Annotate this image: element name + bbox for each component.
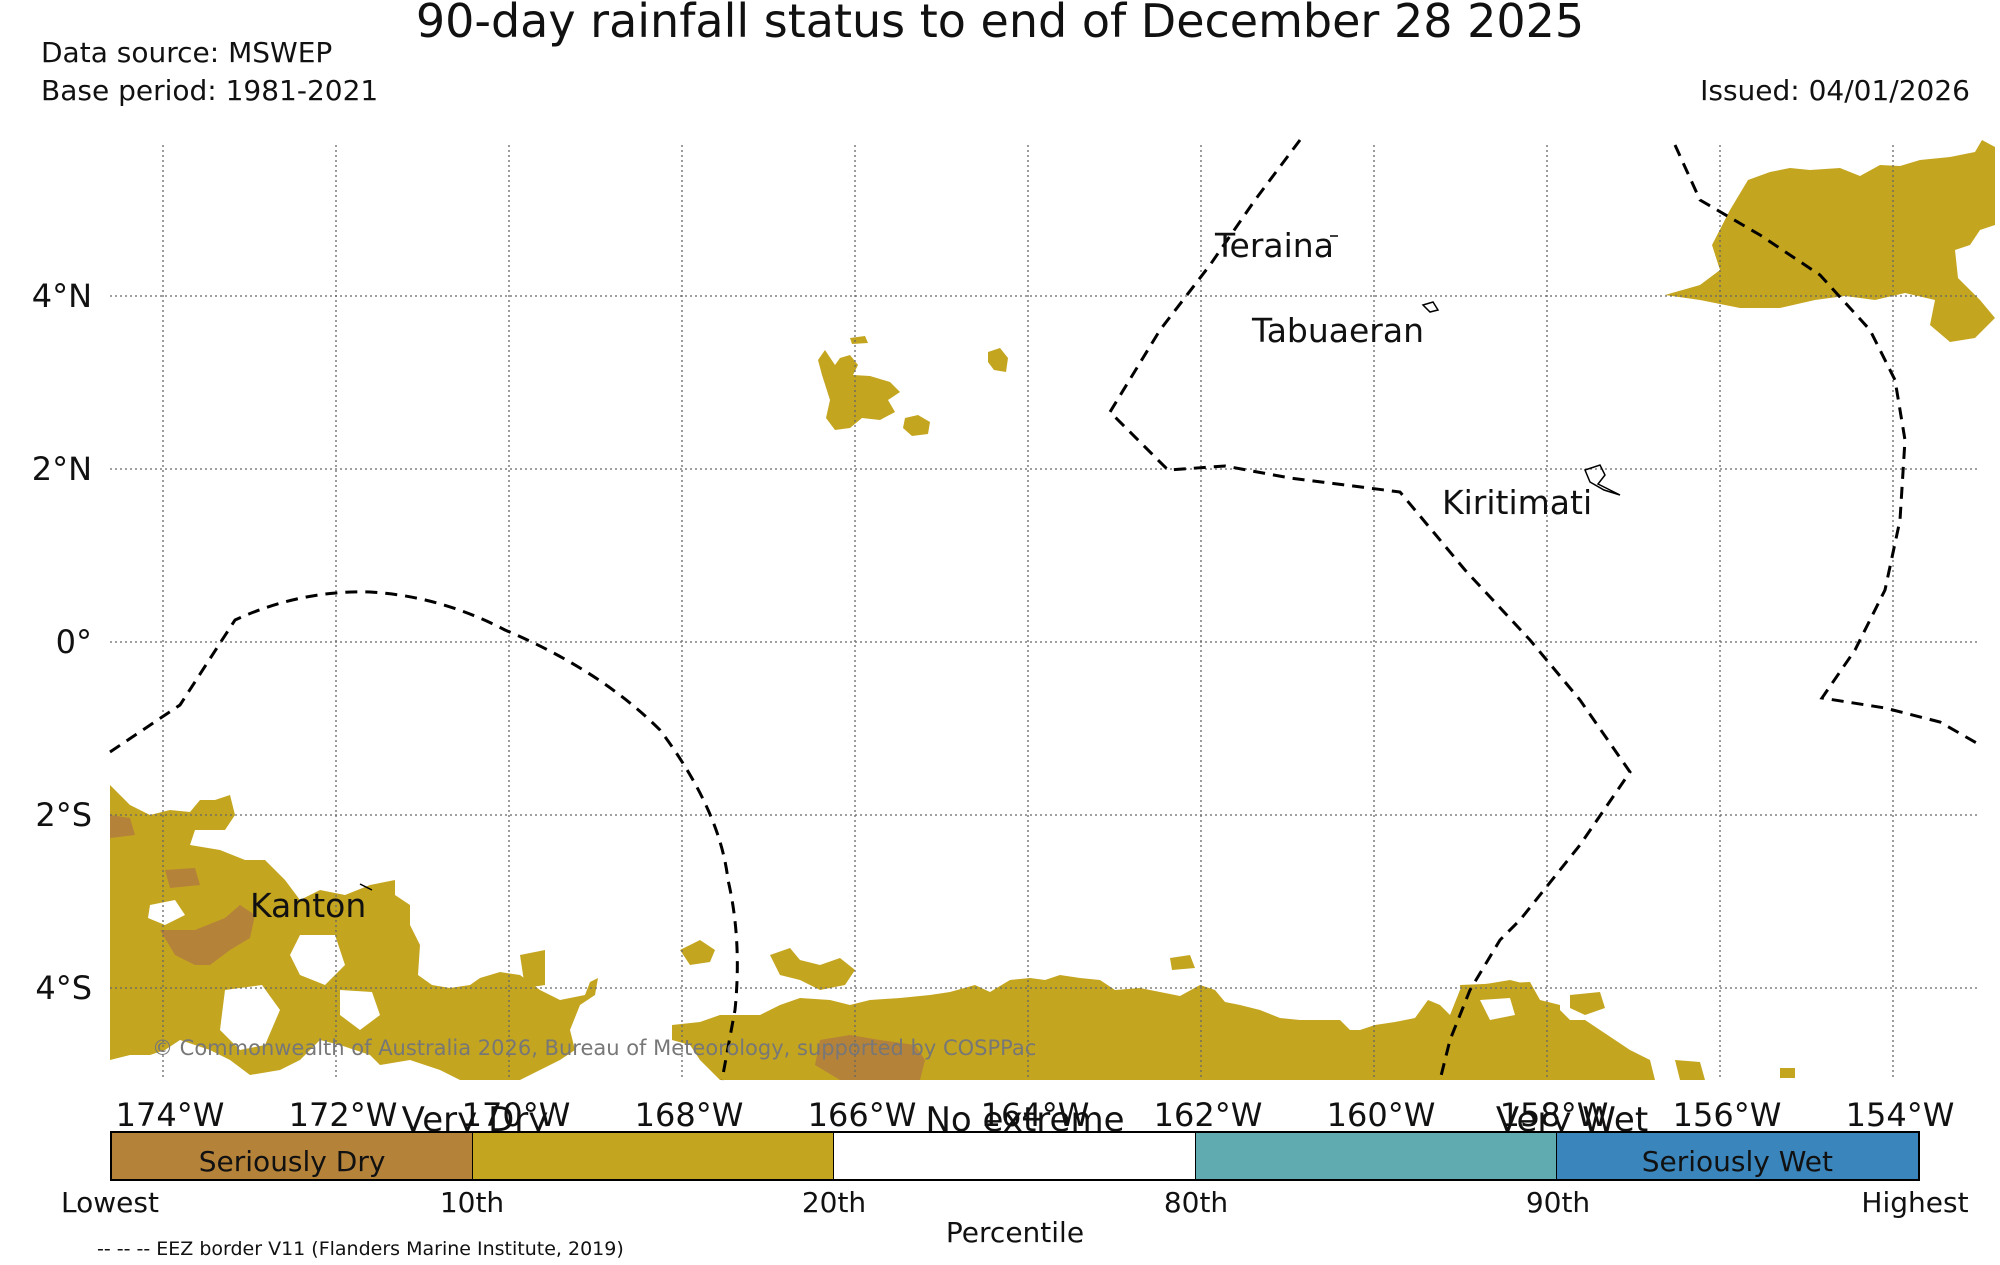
kanton-island-icon [359,883,373,891]
lon-label-1: 172°W [289,1096,398,1134]
map-title: 90-day rainfall status to end of Decembe… [415,0,1585,48]
legend-tick-90th: 90th [1525,1186,1591,1219]
lat-label-2: 0° [56,623,92,661]
latitude-labels: 4°N 2°N 0° 2°S 4°S [32,277,92,1007]
lon-label-7: 160°W [1327,1096,1436,1134]
data-source: Data source: MSWEP [41,36,333,69]
very-dry-area-south-4 [1675,1060,1705,1080]
issued-date: Issued: 04/01/2026 [1700,74,1970,107]
legend-seriously-dry-label: Seriously Dry [198,1145,386,1178]
legend-seriously-dry: Seriously Dry [112,1133,474,1179]
lon-label-0: 174°W [116,1096,225,1134]
no-extreme-hole-2 [220,985,280,1050]
eez-borders [109,139,1981,1081]
legend-no-extreme [834,1133,1196,1179]
no-extreme-hole-5 [1480,998,1515,1020]
seriously-dry-area-2 [165,868,200,888]
very-dry-area-central-4 [850,336,868,344]
lon-label-2: 170°W [462,1096,571,1134]
lon-label-10: 154°W [1846,1096,1955,1134]
very-dry-area-central [818,350,900,430]
legend-axis-label: Percentile [945,1216,1085,1249]
graticule [110,145,1980,1080]
place-label-teraina: Teraina [1214,226,1334,265]
legend-very-wet [1195,1133,1557,1179]
very-dry-area-south-3 [1570,992,1605,1015]
place-label-tabuaeran: Tabuaeran [1251,311,1424,350]
legend-tick-20th: 20th [801,1186,867,1219]
lat-label-0: 4°N [32,277,92,315]
very-dry-area-central-2 [903,415,930,436]
lon-label-3: 168°W [635,1096,744,1134]
legend-tick-10th: 10th [439,1186,505,1219]
lon-label-8: 158°W [1500,1096,1609,1134]
legend-seriously-wet: Seriously Wet [1556,1133,1918,1179]
tabuaeran-island-icon [1421,301,1440,313]
very-dry-area-south-7 [1170,955,1195,970]
place-label-kiritimati: Kiritimati [1442,483,1592,522]
very-dry-area-central-3 [988,348,1008,372]
dry-regions [110,140,1995,1080]
eez-note: -- -- -- EEZ border V11 (Flanders Marine… [97,1238,624,1260]
legend-tick-80th: 80th [1163,1186,1229,1219]
lon-label-9: 156°W [1673,1096,1782,1134]
lon-label-6: 162°W [1154,1096,1263,1134]
legend-tick-lowest: Lowest [61,1186,159,1219]
lon-label-4: 166°W [808,1096,917,1134]
lat-label-3: 2°S [35,796,92,834]
seriously-dry-area-4 [815,1035,925,1080]
copyright-notice: © Commonwealth of Australia 2026, Bureau… [152,1036,1037,1060]
lat-label-4: 4°S [35,969,92,1007]
seriously-dry-area-3 [110,815,135,838]
lat-label-1: 2°N [32,450,92,488]
very-dry-area-northeast [1665,140,1995,342]
no-extreme-hole-4 [340,990,380,1030]
legend-very-dry [473,1133,835,1179]
place-label-kanton: Kanton [250,886,366,925]
very-dry-area-south-6 [520,950,545,988]
very-dry-area-south-5 [1780,1068,1795,1078]
lon-label-5: 164°W [981,1096,1090,1134]
island-outlines [359,235,1621,891]
legend-colorbar: Seriously Dry Seriously Wet [110,1131,1920,1181]
legend-seriously-wet-label: Seriously Wet [1641,1145,1833,1178]
very-dry-area-south [672,940,1655,1080]
longitude-labels: 174°W 172°W 170°W 168°W 166°W 164°W 162°W 160°W… [116,1096,1955,1134]
legend-tick-highest: Highest [1861,1186,1969,1219]
kiritimati-island-icon [1583,464,1621,496]
no-extreme-hole-1 [290,935,345,985]
base-period: Base period: 1981-2021 [41,74,379,107]
seriously-dry-area-1 [160,905,255,965]
no-extreme-hole-3 [148,900,185,925]
